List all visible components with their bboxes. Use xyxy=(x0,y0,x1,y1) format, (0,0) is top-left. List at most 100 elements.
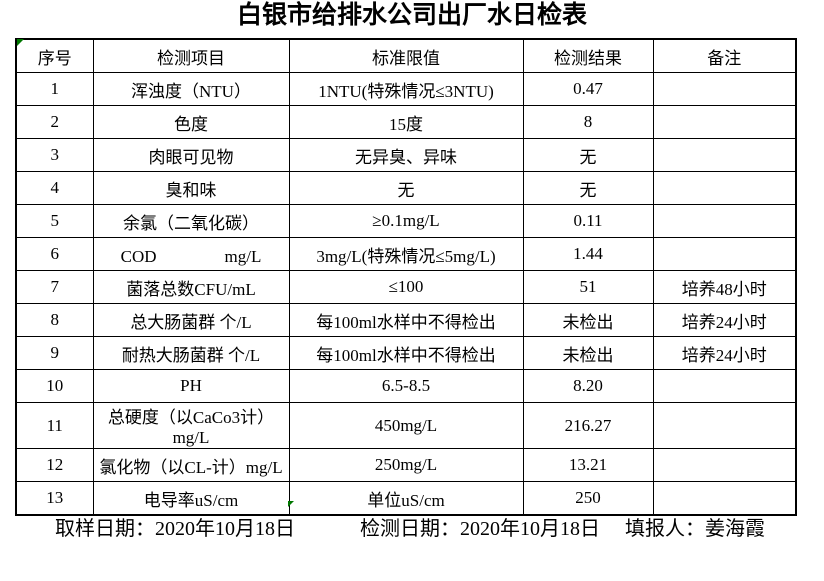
table-cell: 每100ml水样中不得检出 xyxy=(288,336,524,370)
sampling-date-value: 2020年10月18日 xyxy=(155,518,295,540)
table-cell: 8 xyxy=(522,105,654,139)
table-row: 7 菌落总数CFU/mL ≤100 51 培养48小时 xyxy=(15,270,797,304)
table-cell xyxy=(652,237,797,271)
table-cell: 8 xyxy=(15,303,94,337)
table-cell: 1 xyxy=(15,72,94,106)
table-cell: PH xyxy=(92,369,290,403)
table-cell: 肉眼可见物 xyxy=(92,138,290,172)
inspection-table: 序号 检测项目 标准限值 检测结果 备注 1 浑浊度（NTU） 1NTU(特殊情况≤3NTU… xyxy=(15,38,797,516)
reporter-label: 填报人： xyxy=(625,518,705,540)
table-cell: 3mg/L(特殊情况≤5mg/L) xyxy=(288,237,524,271)
table-cell: 7 xyxy=(15,270,94,304)
table-cell xyxy=(652,171,797,205)
column-header: 备注 xyxy=(652,38,797,73)
table-cell: 每100ml水样中不得检出 xyxy=(288,303,524,337)
table-cell: 单位uS/cm xyxy=(288,481,524,516)
column-header: 序号 xyxy=(15,38,94,73)
table-row: 8 总大肠菌群 个/L 每100ml水样中不得检出 未检出 培养24小时 xyxy=(15,303,797,337)
table-cell: 51 xyxy=(522,270,654,304)
testing-date-value: 2020年10月18日 xyxy=(460,518,600,540)
table-cell: COD mg/L xyxy=(92,237,290,271)
table-cell: 无 xyxy=(522,138,654,172)
table-cell: 13.21 xyxy=(522,448,654,482)
table-row: 11 总硬度（以CaCo3计）mg/L 450mg/L 216.27 xyxy=(15,402,797,449)
table-row: 9 耐热大肠菌群 个/L 每100ml水样中不得检出 未检出 培养24小时 xyxy=(15,336,797,370)
table-cell xyxy=(652,481,797,516)
footer: 取样日期：2020年10月18日 检测日期：2020年10月18日 填报人：姜海… xyxy=(0,512,824,541)
sampling-date-label: 取样日期： xyxy=(55,518,155,540)
table-cell: 无 xyxy=(522,171,654,205)
table-cell xyxy=(652,72,797,106)
testing-date: 检测日期：2020年10月18日 xyxy=(360,512,600,541)
table-row: 2 色度 15度 8 xyxy=(15,105,797,139)
table-cell: 3 xyxy=(15,138,94,172)
table-cell: 耐热大肠菌群 个/L xyxy=(92,336,290,370)
table-cell: 10 xyxy=(15,369,94,403)
table-cell: 培养24小时 xyxy=(652,303,797,337)
table-cell: 总大肠菌群 个/L xyxy=(92,303,290,337)
table-cell: 0.11 xyxy=(522,204,654,238)
table-row: 13 电导率uS/cm 单位uS/cm 250 xyxy=(15,481,797,516)
table-cell: ≥0.1mg/L xyxy=(288,204,524,238)
table-header-row: 序号 检测项目 标准限值 检测结果 备注 xyxy=(15,38,797,73)
cell-error-flag-icon xyxy=(288,501,294,507)
table-cell: 8.20 xyxy=(522,369,654,403)
table-cell: 5 xyxy=(15,204,94,238)
table-cell xyxy=(652,204,797,238)
table-cell: 臭和味 xyxy=(92,171,290,205)
table-cell: ≤100 xyxy=(288,270,524,304)
table-cell: 216.27 xyxy=(522,402,654,449)
table-row: 3 肉眼可见物 无异臭、异味无 xyxy=(15,138,797,172)
sampling-date: 取样日期：2020年10月18日 xyxy=(55,512,295,541)
table-cell: 色度 xyxy=(92,105,290,139)
table-cell: 0.47 xyxy=(522,72,654,106)
table-cell: 2 xyxy=(15,105,94,139)
table-cell: 未检出 xyxy=(522,336,654,370)
table-row: 4 臭和味无无 xyxy=(15,171,797,205)
reporter-name: 姜海霞 xyxy=(705,518,765,540)
table-cell: 无 xyxy=(288,171,524,205)
table-body: 1 浑浊度（NTU） 1NTU(特殊情况≤3NTU) 0.47 2 色度 15度 8 3 肉眼可见… xyxy=(15,72,797,516)
table-cell: 未检出 xyxy=(522,303,654,337)
testing-date-label: 检测日期： xyxy=(360,518,460,540)
column-header: 标准限值 xyxy=(288,38,524,73)
table-cell: 总硬度（以CaCo3计）mg/L xyxy=(92,402,290,449)
table-cell: 1NTU(特殊情况≤3NTU) xyxy=(288,72,524,106)
table-cell xyxy=(652,369,797,403)
column-header: 检测项目 xyxy=(92,38,290,73)
table-cell xyxy=(652,138,797,172)
table-cell: 11 xyxy=(15,402,94,449)
page-title: 白银市给排水公司出厂水日检表 xyxy=(236,2,587,29)
table-cell: 培养24小时 xyxy=(652,336,797,370)
table-cell xyxy=(652,402,797,449)
table-cell: 菌落总数CFU/mL xyxy=(92,270,290,304)
table-cell: 250 xyxy=(522,481,654,516)
table-cell: 4 xyxy=(15,171,94,205)
table-cell xyxy=(652,105,797,139)
table-cell: 1.44 xyxy=(522,237,654,271)
table-cell: 250mg/L xyxy=(288,448,524,482)
table-cell: 氯化物（以CL-计）mg/L xyxy=(92,448,290,482)
table-cell: 9 xyxy=(15,336,94,370)
table-cell: 培养48小时 xyxy=(652,270,797,304)
table-cell: 15度 xyxy=(288,105,524,139)
table-cell: 6 xyxy=(15,237,94,271)
table-cell xyxy=(652,448,797,482)
table-cell: 450mg/L xyxy=(288,402,524,449)
table-cell: 6.5-8.5 xyxy=(288,369,524,403)
table-row: 1 浑浊度（NTU） 1NTU(特殊情况≤3NTU) 0.47 xyxy=(15,72,797,106)
table-cell: 13 xyxy=(15,481,94,516)
table-row: 6 COD mg/L 3mg/L(特殊情况≤5mg/L) 1.44 xyxy=(15,237,797,271)
table-cell: 电导率uS/cm xyxy=(92,481,290,516)
table-cell: 余氯（二氧化碳） xyxy=(92,204,290,238)
cell-error-flag-icon xyxy=(17,39,24,46)
column-header: 检测结果 xyxy=(522,38,654,73)
table-cell: 12 xyxy=(15,448,94,482)
table-row: 5 余氯（二氧化碳） ≥0.1mg/L 0.11 xyxy=(15,204,797,238)
table-row: 10 PH 6.5-8.5 8.20 xyxy=(15,369,797,403)
table-cell: 无异臭、异味 xyxy=(288,138,524,172)
table-row: 12 氯化物（以CL-计）mg/L 250mg/L 13.21 xyxy=(15,448,797,482)
table-cell: 浑浊度（NTU） xyxy=(92,72,290,106)
reporter: 填报人：姜海霞 xyxy=(625,512,765,541)
